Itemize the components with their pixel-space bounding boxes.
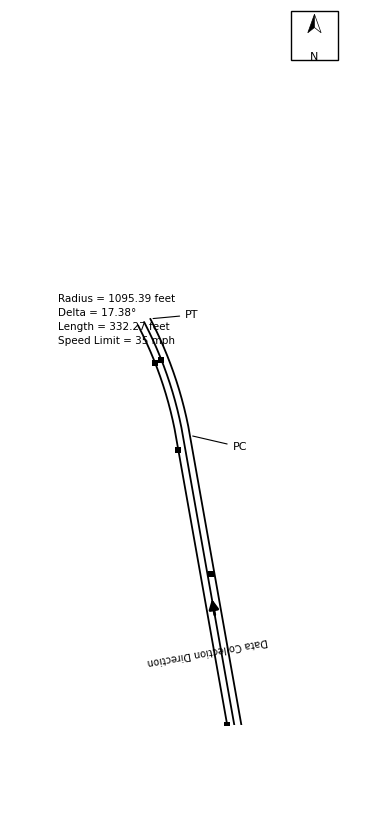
FancyBboxPatch shape — [291, 11, 338, 59]
Text: PC: PC — [193, 436, 247, 452]
Text: Radius = 1095.39 feet
Delta = 17.38°
Length = 332.27 feet
Speed Limit = 35 mph: Radius = 1095.39 feet Delta = 17.38° Len… — [59, 294, 176, 346]
Text: Data Collection Direction: Data Collection Direction — [146, 636, 268, 667]
Polygon shape — [308, 14, 315, 33]
Text: PT: PT — [153, 310, 199, 320]
Text: N: N — [310, 51, 319, 62]
Polygon shape — [315, 14, 321, 33]
